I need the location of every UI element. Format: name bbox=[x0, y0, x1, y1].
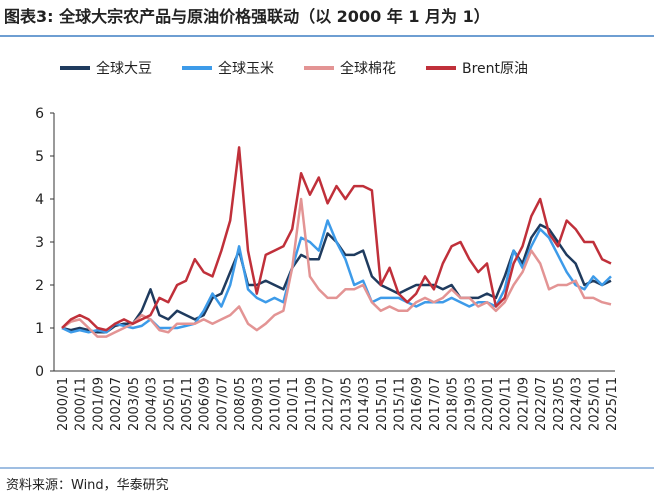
x-tick-label: 2022/07 bbox=[534, 377, 549, 431]
x-tick-label: 2014/03 bbox=[357, 377, 372, 431]
legend-label: Brent原油 bbox=[462, 61, 528, 77]
y-tick-label: 0 bbox=[35, 364, 44, 380]
x-tick-label: 2010/01 bbox=[269, 377, 284, 431]
x-tick-label: 2021/09 bbox=[516, 377, 531, 431]
x-tick-label: 2003/05 bbox=[127, 377, 142, 431]
x-tick-label: 2006/09 bbox=[198, 377, 213, 431]
x-tick-label: 2000/01 bbox=[56, 377, 71, 431]
series-line bbox=[61, 197, 612, 338]
legend-label: 全球棉花 bbox=[340, 60, 396, 77]
x-tick-label: 2001/09 bbox=[91, 377, 106, 431]
x-tick-label: 2013/05 bbox=[339, 377, 354, 431]
y-tick-label: 4 bbox=[35, 192, 44, 208]
x-tick-label: 2015/01 bbox=[375, 377, 390, 431]
x-tick-label: 2015/11 bbox=[392, 377, 407, 431]
x-tick-label: 2020/01 bbox=[481, 377, 496, 431]
x-tick-label: 2025/01 bbox=[587, 377, 602, 431]
x-tick-label: 2025/11 bbox=[605, 377, 620, 431]
chart-title: 图表3: 全球大宗农产品与原油价格强联动（以 2000 年 1 月为 1） bbox=[4, 7, 490, 26]
x-tick-label: 2000/11 bbox=[74, 377, 89, 431]
x-tick-label: 2018/05 bbox=[446, 377, 461, 431]
y-tick-label: 2 bbox=[35, 278, 44, 294]
y-tick-label: 5 bbox=[35, 149, 44, 165]
x-tick-label: 2008/05 bbox=[233, 377, 248, 431]
x-tick-label: 2016/09 bbox=[410, 377, 425, 431]
x-tick-label: 2005/01 bbox=[162, 377, 177, 431]
x-tick-label: 2019/03 bbox=[463, 377, 478, 431]
x-tick-label: 2012/07 bbox=[322, 377, 337, 431]
legend-label: 全球大豆 bbox=[96, 60, 152, 77]
x-tick-label: 2005/11 bbox=[180, 377, 195, 431]
x-tick-label: 2017/07 bbox=[428, 377, 443, 431]
x-tick-label: 2020/11 bbox=[499, 377, 514, 431]
x-tick-label: 2023/05 bbox=[552, 377, 567, 431]
y-tick-label: 1 bbox=[35, 321, 44, 337]
source: 资料来源：Wind，华泰研究 bbox=[6, 478, 169, 493]
x-tick-label: 2009/03 bbox=[251, 377, 266, 431]
series-line bbox=[61, 146, 612, 332]
y-tick-label: 3 bbox=[35, 235, 44, 251]
x-tick-label: 2002/07 bbox=[109, 377, 124, 431]
x-tick-label: 2024/03 bbox=[570, 377, 585, 431]
x-tick-label: 2004/03 bbox=[145, 377, 160, 431]
x-tick-label: 2011/09 bbox=[304, 377, 319, 431]
x-tick-label: 2010/11 bbox=[286, 377, 301, 431]
legend-label: 全球玉米 bbox=[218, 60, 274, 77]
x-tick-label: 2007/07 bbox=[215, 377, 230, 431]
y-tick-label: 6 bbox=[35, 106, 44, 122]
